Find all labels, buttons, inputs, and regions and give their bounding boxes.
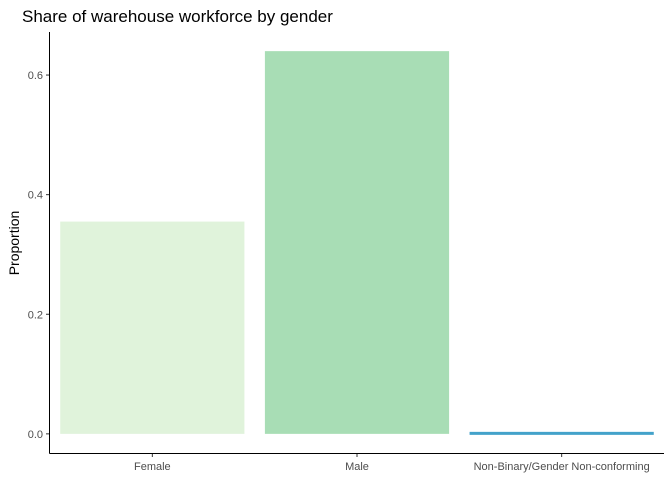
x-tick-label: Non-Binary/Gender Non-conforming <box>474 461 650 473</box>
bar-male <box>264 51 450 434</box>
y-axis-ticks: 0.0 0.2 0.4 0.6 <box>28 70 50 441</box>
y-tick-label: 0.2 <box>28 309 43 321</box>
bars <box>60 51 654 435</box>
x-tick-label: Female <box>134 461 171 473</box>
x-axis-ticks: Female Male Non-Binary/Gender Non-conformi… <box>134 453 650 473</box>
y-tick-label: 0.0 <box>28 429 43 441</box>
y-tick-label: 0.4 <box>28 190 43 202</box>
x-tick-label: Male <box>345 461 369 473</box>
bar-non-binary-gender-non-conforming <box>469 431 654 435</box>
y-tick-label: 0.6 <box>28 70 43 82</box>
y-axis-title: Proportion <box>6 211 22 276</box>
bar-female <box>60 221 245 434</box>
chart-title: Share of warehouse workforce by gender <box>22 7 333 26</box>
